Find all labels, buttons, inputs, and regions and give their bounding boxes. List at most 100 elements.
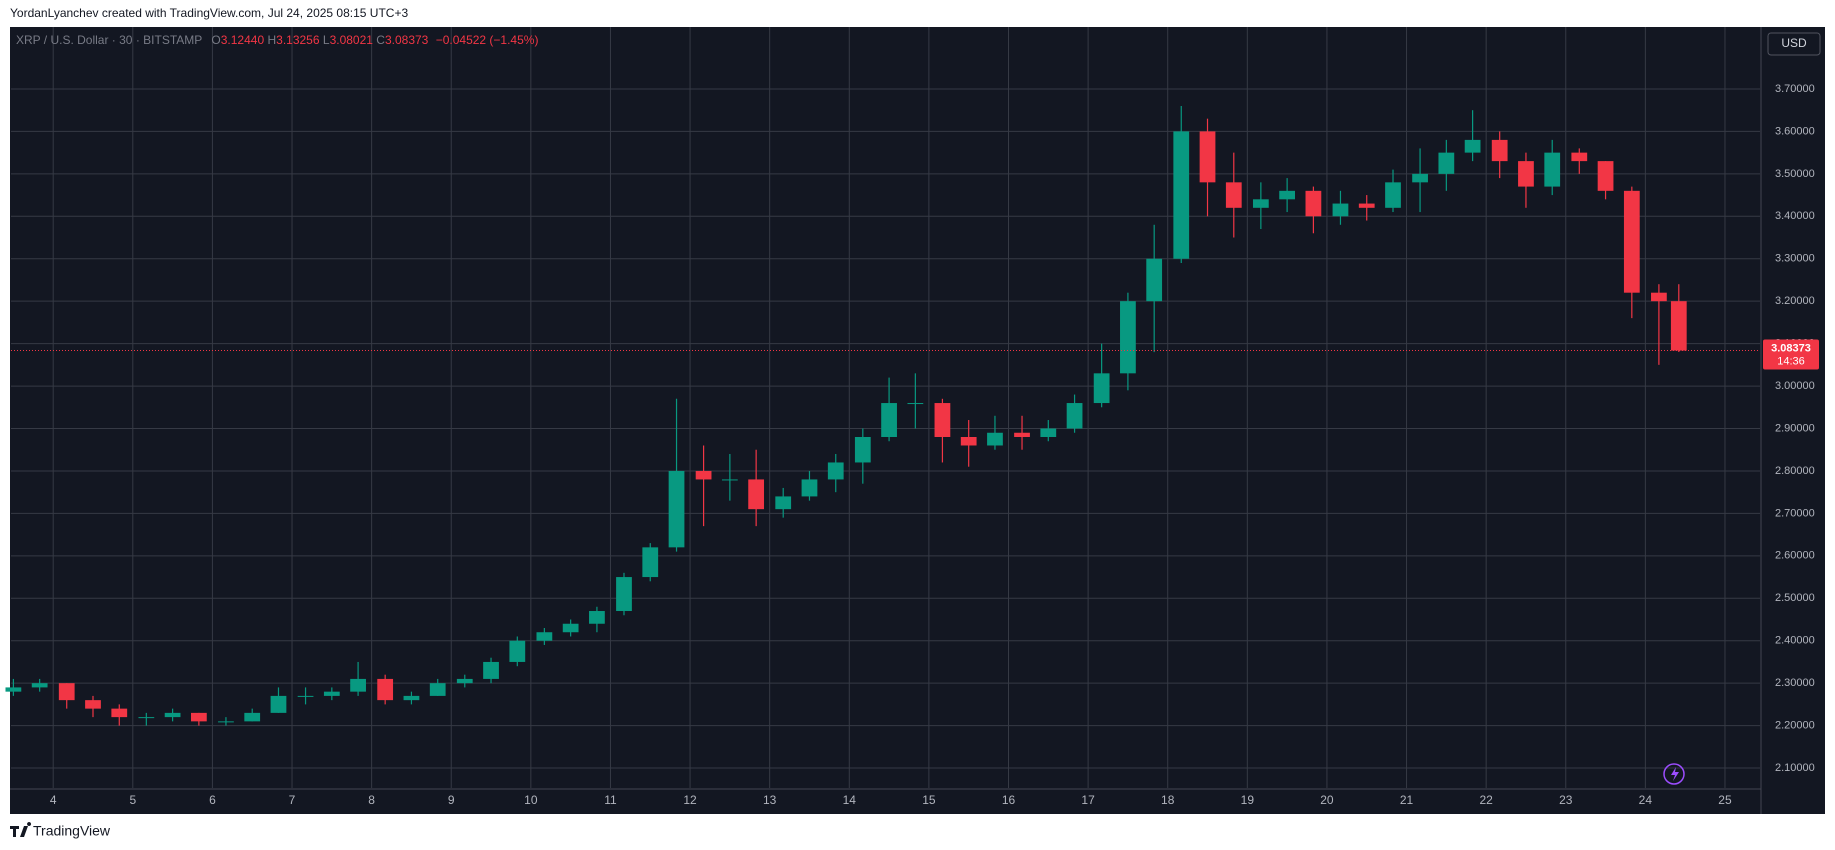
candle-body xyxy=(85,700,101,709)
assistant-ring[interactable] xyxy=(1663,763,1685,785)
candle-body xyxy=(536,632,553,641)
x-tick-label: 25 xyxy=(1718,793,1732,807)
candle-body xyxy=(377,678,394,701)
y-tick-label: 2.60000 xyxy=(1775,550,1815,562)
x-tick-label: 14 xyxy=(843,793,857,807)
y-tick-label: 3.20000 xyxy=(1775,295,1815,307)
candle-body xyxy=(111,708,128,718)
candle-body xyxy=(483,661,499,679)
y-tick-label: 2.70000 xyxy=(1775,507,1815,519)
candle-body xyxy=(616,577,632,612)
legend-label: L xyxy=(323,33,330,47)
assistant-icon[interactable] xyxy=(1663,763,1685,785)
x-tick-label: 18 xyxy=(1161,793,1175,807)
candle-body xyxy=(1279,190,1296,200)
candle-body xyxy=(1544,152,1561,187)
candle-body xyxy=(58,683,75,701)
y-tick-label: 2.40000 xyxy=(1775,635,1815,647)
candle-body xyxy=(456,678,473,684)
candle-body xyxy=(775,496,792,510)
countdown: 14:36 xyxy=(1777,355,1805,367)
grid xyxy=(11,27,1760,788)
legend-value: 3.13256 xyxy=(276,33,320,47)
tradingview-logo: TradingView xyxy=(10,822,111,839)
candle-body xyxy=(1066,403,1083,429)
candle-body xyxy=(1332,203,1349,217)
x-tick-label: 22 xyxy=(1479,793,1493,807)
y-tick-label: 3.00000 xyxy=(1775,380,1815,392)
legend-label: C xyxy=(376,33,385,47)
candle-body xyxy=(164,712,181,718)
candle-body xyxy=(297,695,314,697)
candle-body xyxy=(31,683,48,688)
candle-body xyxy=(721,479,738,481)
y-tick-label: 2.80000 xyxy=(1775,465,1815,477)
candle-body xyxy=(1199,131,1216,183)
y-tick-label: 3.40000 xyxy=(1775,210,1815,222)
candle-body xyxy=(1464,139,1481,153)
legend-label: O xyxy=(211,33,220,47)
candle-body xyxy=(1014,432,1030,437)
x-tick-label: 8 xyxy=(368,793,375,807)
candle-body xyxy=(1651,292,1667,302)
y-tick-label: 3.30000 xyxy=(1775,253,1815,265)
candle-body xyxy=(244,712,261,722)
candle-body xyxy=(1385,182,1401,208)
y-tick-label: 3.50000 xyxy=(1775,168,1815,180)
x-tick-label: 12 xyxy=(683,793,697,807)
candle-body xyxy=(1438,152,1455,174)
candle-body xyxy=(429,683,446,696)
x-tick-label: 10 xyxy=(524,793,538,807)
candle-body xyxy=(403,695,420,701)
x-tick-label: 5 xyxy=(129,793,136,807)
symbol-title: XRP / U.S. Dollar · 30 · BITSTAMP xyxy=(16,33,202,47)
candle-body xyxy=(138,717,155,719)
currency-button[interactable] xyxy=(1767,32,1821,56)
candle-body xyxy=(1491,139,1508,162)
last-price-badge xyxy=(1763,339,1819,370)
x-tick-label: 19 xyxy=(1241,793,1255,807)
y-tick-label: 3.60000 xyxy=(1775,125,1815,137)
candle-body xyxy=(1305,190,1322,217)
candle-body xyxy=(562,623,579,633)
candle-body xyxy=(1252,199,1269,208)
candle-body xyxy=(854,436,871,463)
candle-body xyxy=(881,403,897,437)
candle-body xyxy=(350,678,366,692)
x-tick-label: 7 xyxy=(289,793,296,807)
x-tick-label: 11 xyxy=(604,793,617,807)
legend-value: 3.08373 xyxy=(385,33,429,47)
x-tick-label: 6 xyxy=(209,793,216,807)
candle-body xyxy=(987,432,1003,446)
y-tick-label: 3.70000 xyxy=(1775,83,1815,95)
footer-brand: TradingView xyxy=(33,823,111,839)
y-tick-label: 2.50000 xyxy=(1775,592,1815,604)
legend-value: 3.08021 xyxy=(330,33,374,47)
candle-body xyxy=(1173,131,1190,259)
legend-value: 3.12440 xyxy=(221,33,265,47)
candle-body xyxy=(1093,373,1110,404)
candle-body xyxy=(695,470,712,480)
y-tick-label: 2.90000 xyxy=(1775,422,1815,434)
candle-body xyxy=(589,611,605,624)
logo-icon xyxy=(10,822,32,837)
legend-label: H xyxy=(267,33,276,47)
x-tick-label: 15 xyxy=(922,793,936,807)
y-tick-label: 2.30000 xyxy=(1775,677,1815,689)
candle-body xyxy=(1412,173,1428,183)
candle-body xyxy=(1597,161,1614,191)
candle-body xyxy=(960,436,977,446)
ohlc-legend: XRP / U.S. Dollar · 30 · BITSTAMP O3.124… xyxy=(16,33,538,47)
candle-body xyxy=(907,403,924,405)
candle-body xyxy=(827,462,844,480)
candle-body xyxy=(1623,190,1640,293)
y-tick-label: 2.20000 xyxy=(1775,720,1815,732)
candle-body xyxy=(323,691,340,696)
x-tick-label: 13 xyxy=(763,793,777,807)
assistant-bolt[interactable] xyxy=(1671,767,1679,781)
x-tick-label: 23 xyxy=(1559,793,1573,807)
candle-body xyxy=(642,547,659,578)
x-tick-label: 17 xyxy=(1081,793,1095,807)
candle-body xyxy=(748,479,765,510)
